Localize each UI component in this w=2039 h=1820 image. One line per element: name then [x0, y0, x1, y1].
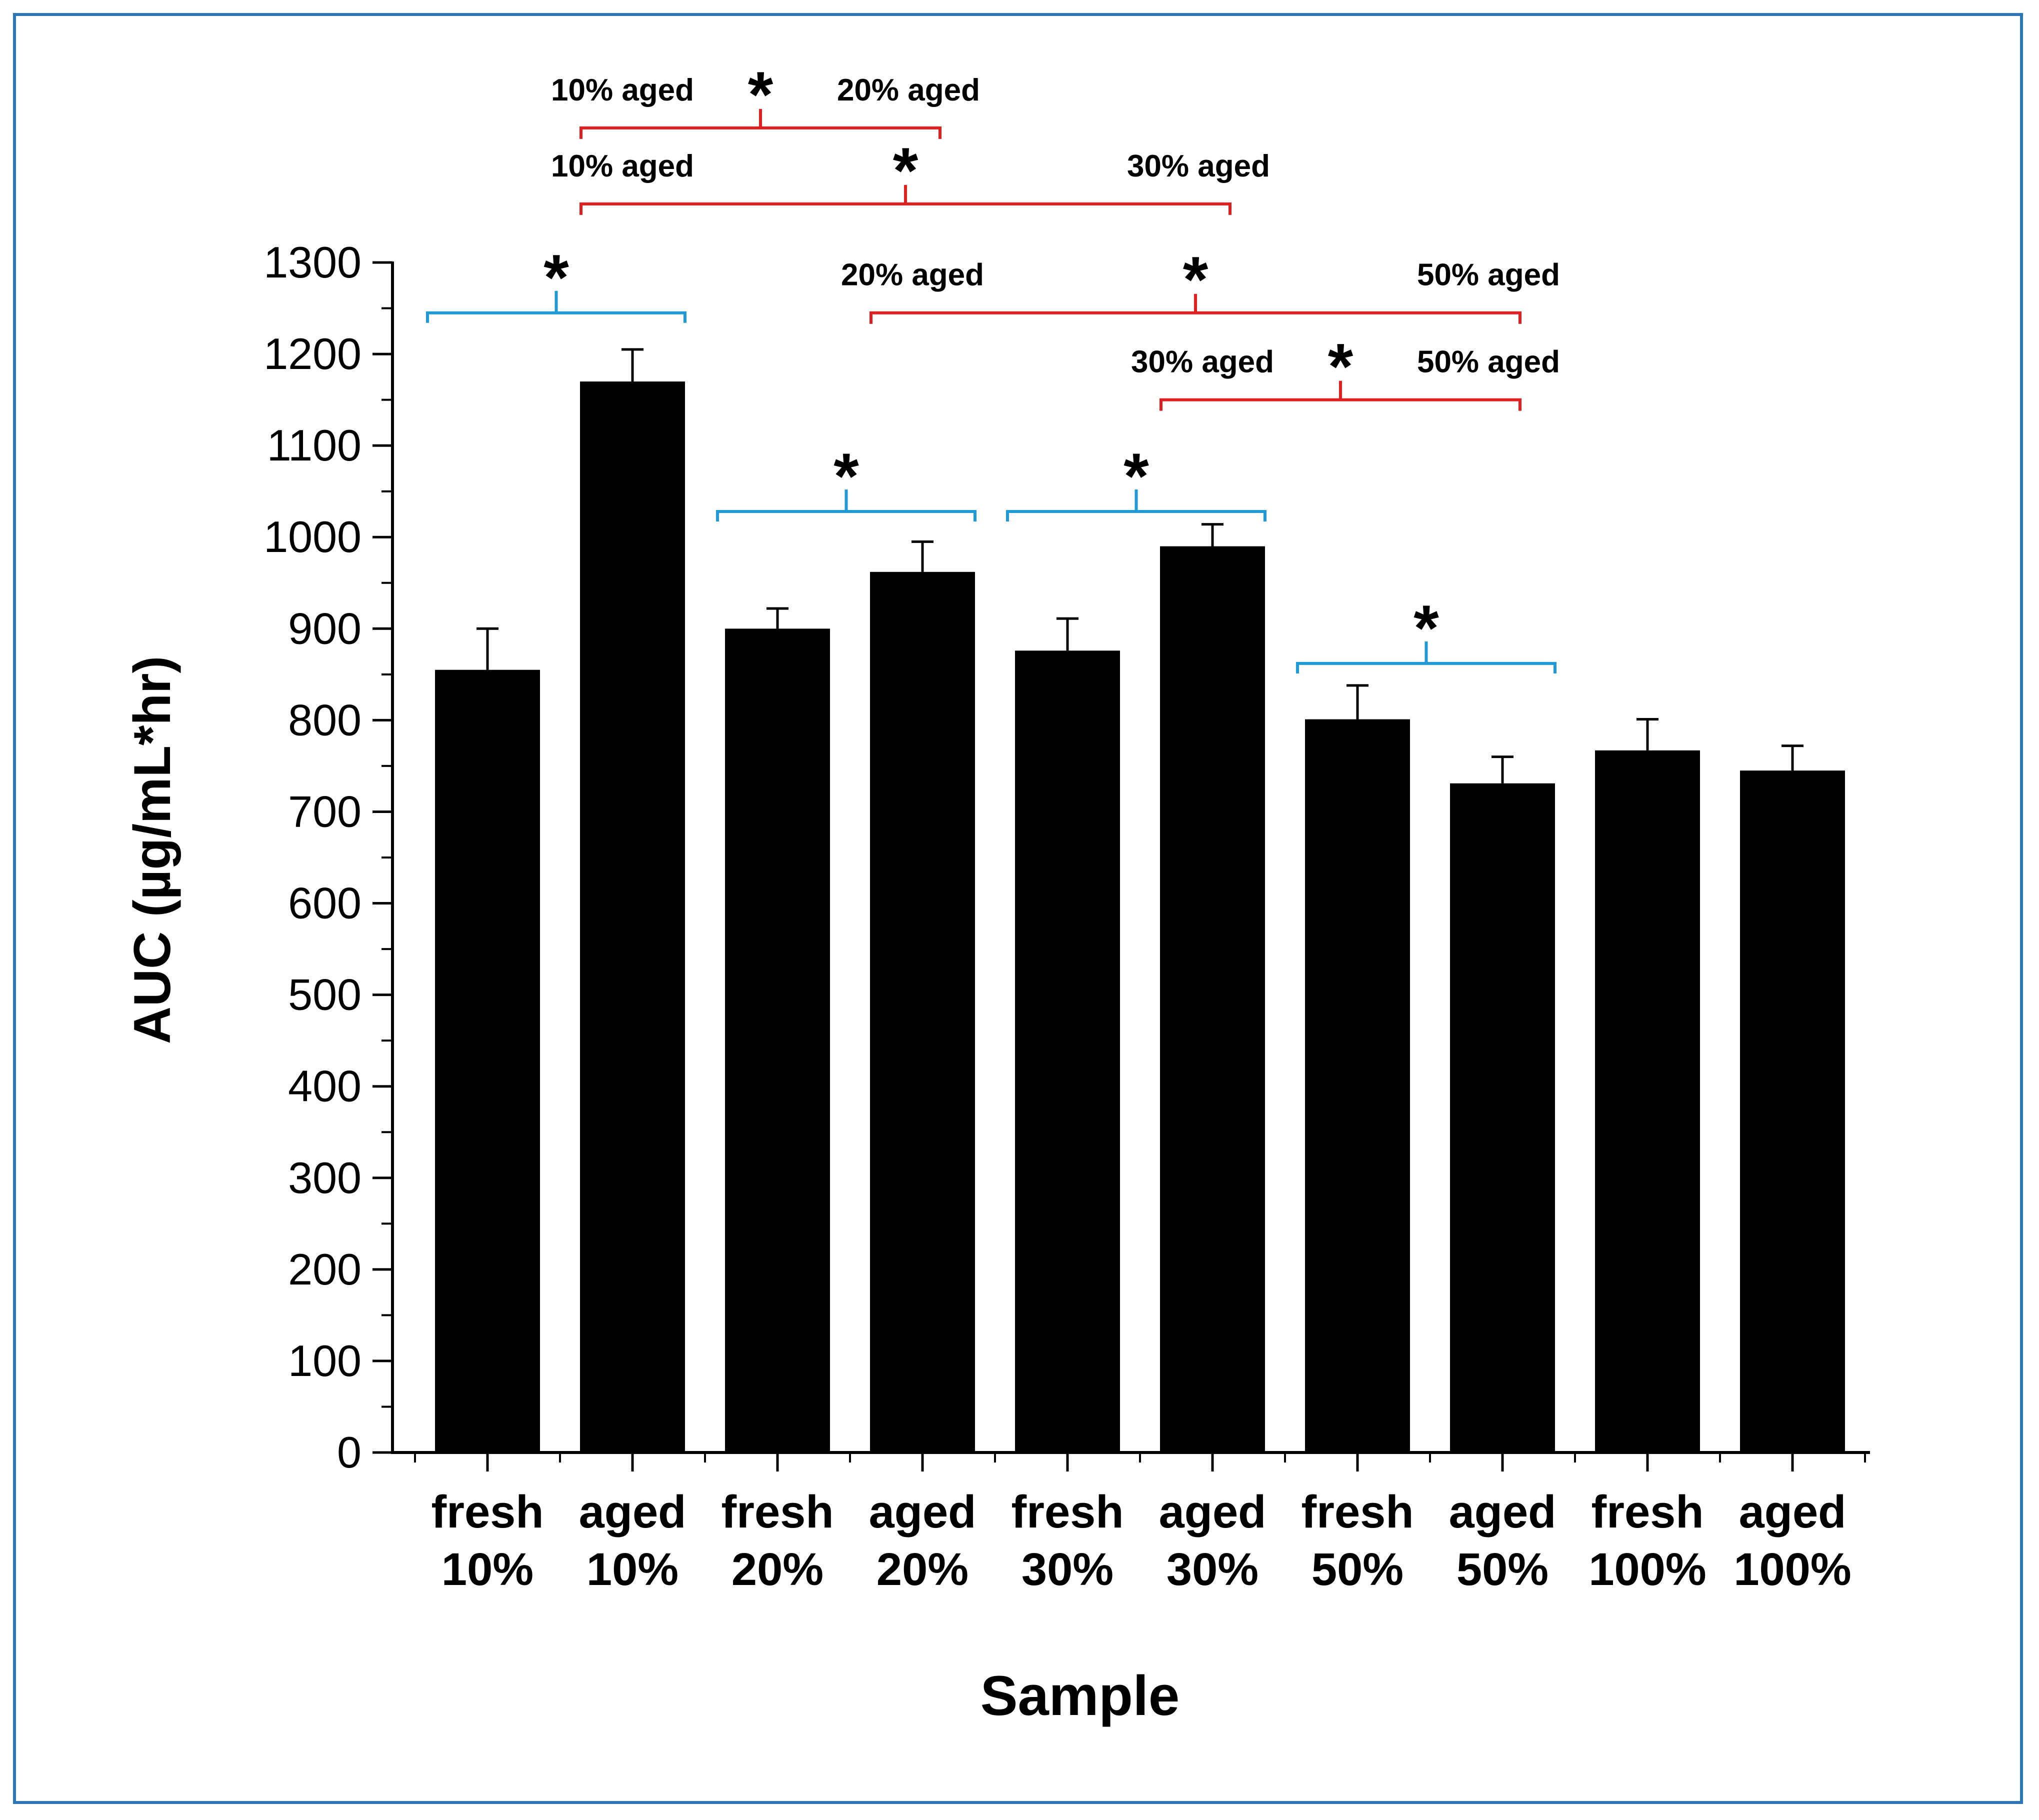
y-axis-label: AUC (µg/mL*hr): [124, 656, 182, 1044]
y-tick-label: 700: [288, 786, 362, 836]
x-tick-label: 30%: [1022, 1544, 1114, 1595]
comparison-bracket: [580, 108, 942, 139]
x-tick-label: fresh: [1302, 1486, 1414, 1538]
comparison-bracket: [580, 184, 1232, 215]
y-tick-label: 500: [288, 970, 362, 1020]
comparison-left-label: 30% aged: [1131, 345, 1274, 380]
bar: [1015, 650, 1120, 1452]
y-tick-label: 1100: [267, 420, 362, 470]
significance-star: *: [1414, 592, 1439, 664]
significance-star: *: [1183, 243, 1208, 316]
bar: [870, 572, 975, 1452]
significance-star: *: [893, 134, 918, 207]
comparison-right-label: 20% aged: [837, 73, 980, 108]
x-tick-label: aged: [1159, 1486, 1266, 1538]
x-axis-label: Sample: [980, 1664, 1180, 1727]
y-tick-label: 900: [288, 604, 362, 653]
axes: 0 100 200 300 400 500 600 700 800 900 1000 1100 1200…: [264, 238, 1870, 1595]
significance-annotations: * * * * * 10% aged 20% aged * 10% aged 30% aged * 2…: [426, 58, 1560, 674]
bar: [725, 628, 830, 1452]
x-tick-label: 100%: [1588, 1544, 1706, 1595]
significance-star: *: [544, 241, 569, 314]
x-tick-label: 10%: [586, 1544, 678, 1595]
comparison-bracket: [1160, 380, 1522, 411]
y-tick-label: 1200: [264, 329, 362, 378]
significance-star: *: [748, 58, 774, 131]
bar: [1305, 719, 1410, 1452]
y-tick-label: 0: [337, 1428, 362, 1477]
bar: [1740, 770, 1845, 1452]
comparison-bracket: [870, 294, 1522, 324]
y-tick-label: 300: [288, 1153, 362, 1202]
x-tick-label: 50%: [1456, 1544, 1548, 1595]
significance-bracket: [1006, 489, 1266, 522]
significance-bracket: [716, 489, 976, 522]
y-tick-label: 600: [288, 878, 362, 928]
bars: [435, 348, 1845, 1452]
y-tick-label: 1000: [264, 512, 362, 562]
significance-bracket: [426, 290, 686, 323]
y-tick-label: 100: [288, 1336, 362, 1386]
x-tick-label: 10%: [442, 1544, 534, 1595]
bar: [580, 382, 685, 1452]
x-tick-label: aged: [579, 1486, 686, 1538]
y-tick-label: 200: [288, 1244, 362, 1294]
x-tick-label: fresh: [1012, 1486, 1124, 1538]
x-tick-label: fresh: [1592, 1486, 1704, 1538]
y-tick-label: 400: [288, 1062, 362, 1111]
x-tick-label: fresh: [432, 1486, 544, 1538]
x-tick-label: aged: [1739, 1486, 1846, 1538]
significance-star: *: [1328, 330, 1354, 403]
comparison-right-label: 50% aged: [1417, 258, 1560, 292]
comparison-right-label: 30% aged: [1127, 149, 1270, 184]
bar: [435, 670, 540, 1452]
x-tick-label: 100%: [1734, 1544, 1851, 1595]
x-tick-label: 20%: [876, 1544, 968, 1595]
x-tick-label: aged: [869, 1486, 976, 1538]
x-tick-label: 20%: [732, 1544, 824, 1595]
bar: [1160, 546, 1265, 1452]
significance-star: *: [1124, 440, 1149, 512]
y-tick-label: 800: [288, 695, 362, 744]
x-tick-label: 50%: [1312, 1544, 1404, 1595]
significance-bracket: [1296, 641, 1556, 674]
x-tick-label: aged: [1449, 1486, 1556, 1538]
bar: [1595, 750, 1700, 1452]
comparison-left-label: 10% aged: [551, 73, 694, 108]
bar: [1450, 783, 1555, 1452]
x-tick-label: fresh: [722, 1486, 834, 1538]
comparison-left-label: 10% aged: [551, 149, 694, 184]
comparison-right-label: 50% aged: [1417, 345, 1560, 380]
y-tick-label: 1300: [264, 238, 362, 287]
comparison-left-label: 20% aged: [841, 258, 984, 292]
significance-star: *: [834, 440, 859, 512]
x-tick-label: 30%: [1166, 1544, 1258, 1595]
